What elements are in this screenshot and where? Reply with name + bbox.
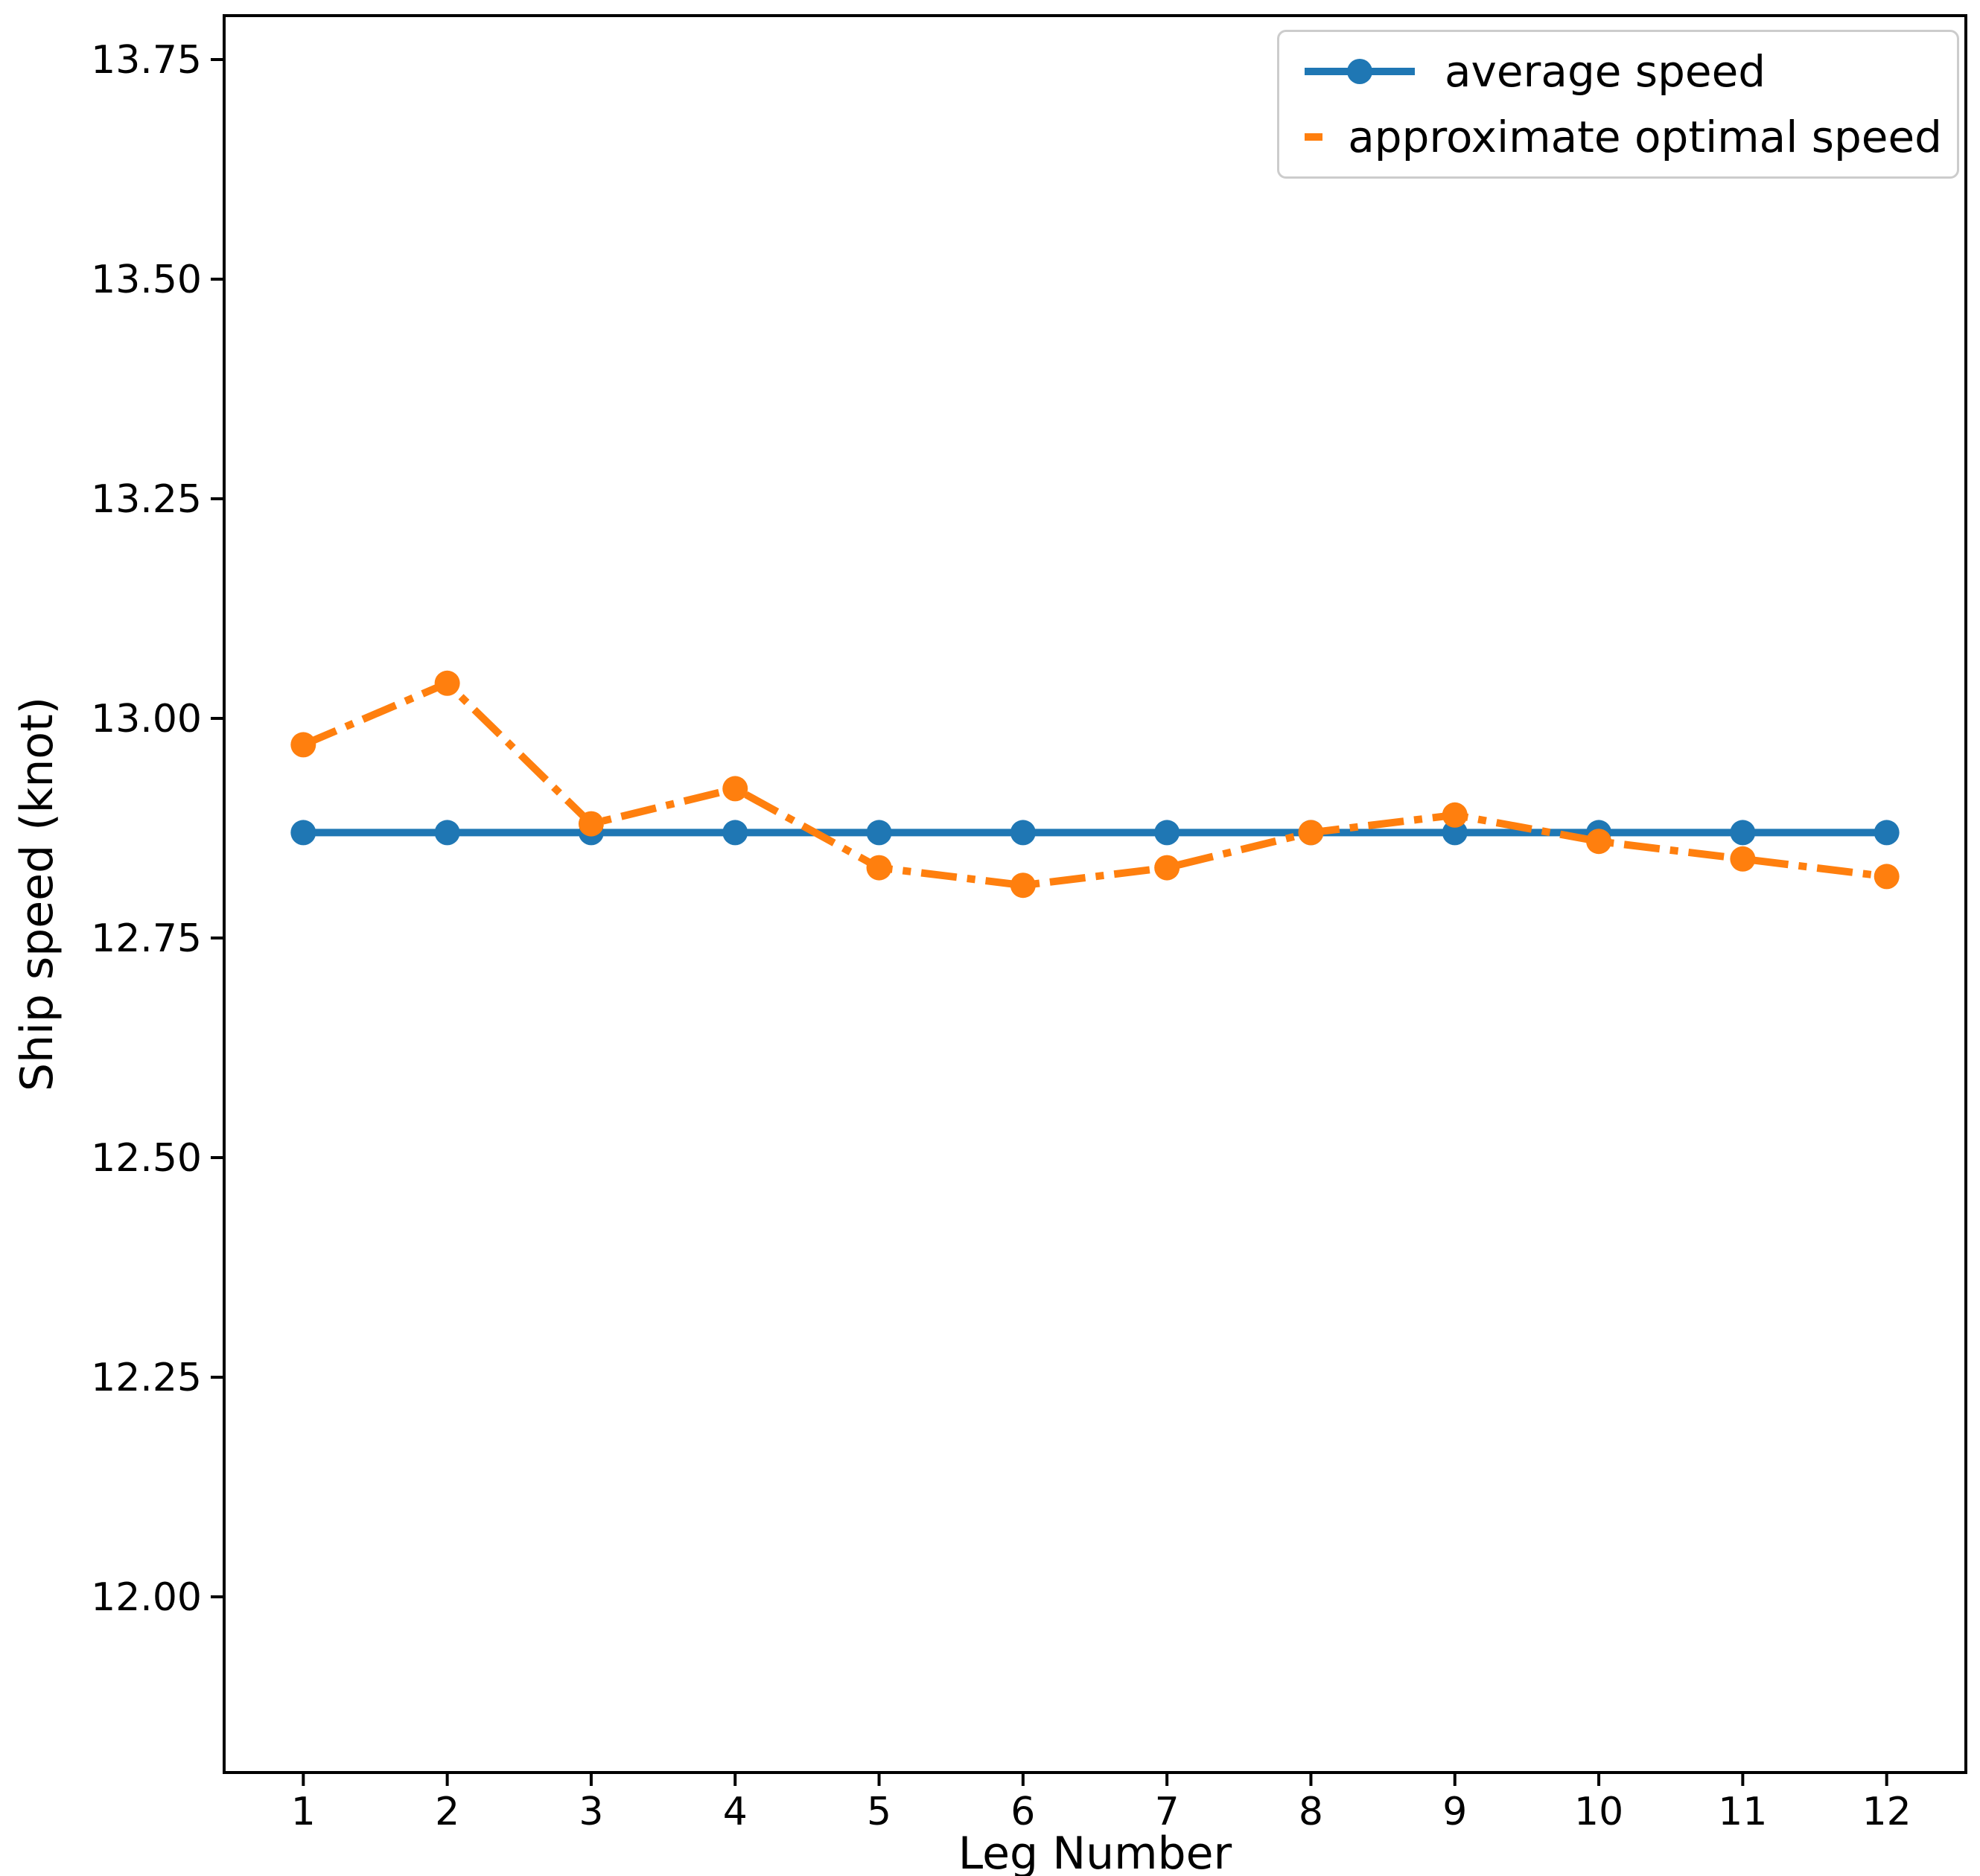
x-tick-label: 5 [867,1790,891,1834]
y-tick-label: 12.75 [91,916,202,961]
x-tick-label: 3 [579,1790,603,1834]
legend-label-average-speed: average speed [1445,46,1766,97]
y-tick-label: 13.25 [91,477,202,522]
x-tick-label: 10 [1574,1790,1623,1834]
x-tick-label: 12 [1862,1790,1911,1834]
legend-line-sample-approximate-optimal-speed [1305,133,1323,141]
data-point-approximate-optimal-speed-12 [1874,864,1900,890]
legend-label-approximate-optimal-speed: approximate optimal speed [1348,112,1942,162]
data-point-approximate-optimal-speed-5 [866,855,892,881]
data-point-average-speed-2 [434,820,460,846]
data-point-average-speed-11 [1730,820,1756,846]
x-tick-label: 2 [435,1790,459,1834]
y-tick-label: 13.00 [91,697,202,741]
data-point-approximate-optimal-speed-2 [434,670,460,696]
legend-line-sample-average-speed [1305,59,1415,84]
data-point-average-speed-1 [290,820,316,846]
x-tick-label: 4 [723,1790,748,1834]
legend-marker-icon [1347,59,1372,84]
series-line-approximate-optimal-speed [302,678,1888,890]
y-tick-label: 12.00 [91,1575,202,1620]
data-point-average-speed-6 [1010,820,1036,846]
data-point-approximate-optimal-speed-8 [1298,820,1324,846]
data-point-approximate-optimal-speed-7 [1154,855,1180,881]
data-point-average-speed-9 [1442,820,1468,846]
x-tick-label: 7 [1155,1790,1180,1834]
legend: average speed approximate optimal speed [1277,30,1959,179]
x-tick-label: 8 [1299,1790,1323,1834]
x-tick-label: 11 [1718,1790,1767,1834]
data-point-approximate-optimal-speed-1 [290,732,316,758]
x-tick-label: 6 [1010,1790,1035,1834]
x-axis-title: Leg Number [958,1828,1232,1876]
data-point-approximate-optimal-speed-9 [1442,802,1468,828]
data-point-average-speed-7 [1154,820,1180,846]
data-point-average-speed-5 [866,820,892,846]
data-point-approximate-optimal-speed-6 [1010,872,1036,899]
legend-item-average-speed: average speed [1300,44,1942,99]
data-point-average-speed-4 [722,820,748,846]
y-tick-label: 13.50 [91,258,202,302]
x-tick-label: 1 [291,1790,316,1834]
x-tick-label: 9 [1442,1790,1467,1834]
y-tick-label: 12.50 [91,1136,202,1181]
data-point-approximate-optimal-speed-11 [1730,846,1756,872]
data-point-approximate-optimal-speed-4 [722,776,748,802]
y-tick-label: 12.25 [91,1356,202,1400]
legend-item-approximate-optimal-speed: approximate optimal speed [1300,109,1942,165]
y-tick-label: 13.75 [91,38,202,83]
data-point-approximate-optimal-speed-10 [1586,829,1612,855]
y-axis-title: Ship speed (knot) [11,697,63,1091]
data-point-approximate-optimal-speed-3 [578,811,604,837]
data-point-average-speed-12 [1874,820,1900,846]
axes-box [223,14,1967,1774]
